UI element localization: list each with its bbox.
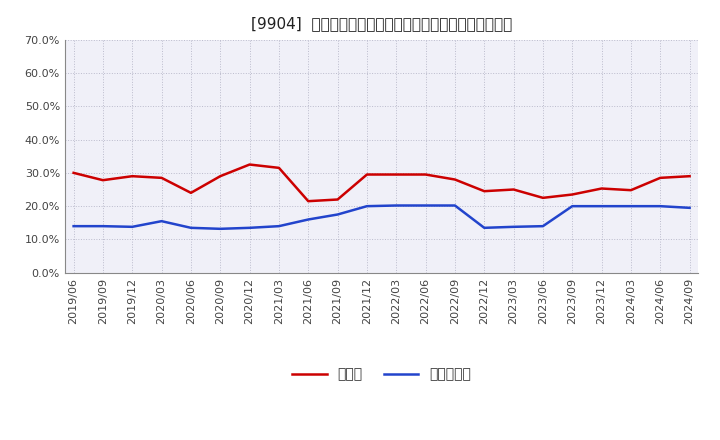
有利子負債 (274, 224, 283, 229)
有利子負債 (157, 219, 166, 224)
現預金 (333, 197, 342, 202)
現預金 (626, 187, 635, 193)
現預金 (274, 165, 283, 170)
有利子負債 (99, 224, 107, 229)
有利子負債 (69, 224, 78, 229)
現預金 (246, 162, 254, 167)
現預金 (685, 173, 694, 179)
現預金 (157, 175, 166, 180)
有利子負債 (626, 204, 635, 209)
現預金 (480, 188, 489, 194)
有利子負債 (568, 204, 577, 209)
有利子負債 (304, 217, 312, 222)
Legend: 現預金, 有利子負債: 現預金, 有利子負債 (287, 362, 477, 387)
現預金 (539, 195, 547, 201)
現預金 (392, 172, 400, 177)
有利子負債 (598, 204, 606, 209)
現預金 (421, 172, 430, 177)
有利子負債 (421, 203, 430, 208)
有利子負債 (480, 225, 489, 231)
有利子負債 (216, 226, 225, 231)
有利子負債 (392, 203, 400, 208)
有利子負債 (333, 212, 342, 217)
現預金 (568, 192, 577, 197)
有利子負債 (451, 203, 459, 208)
有利子負債 (363, 204, 372, 209)
Title: [9904]  現預金、有利子負債の総資産に対する比率の推移: [9904] 現預金、有利子負債の総資産に対する比率の推移 (251, 16, 512, 32)
Line: 現預金: 現預金 (73, 165, 690, 201)
現預金 (304, 198, 312, 204)
現預金 (186, 190, 195, 195)
現預金 (99, 178, 107, 183)
現預金 (363, 172, 372, 177)
有利子負債 (509, 224, 518, 230)
有利子負債 (246, 225, 254, 231)
有利子負債 (539, 224, 547, 229)
有利子負債 (656, 204, 665, 209)
現預金 (216, 173, 225, 179)
現預金 (656, 175, 665, 180)
Line: 有利子負債: 有利子負債 (73, 205, 690, 229)
有利子負債 (186, 225, 195, 231)
現預金 (451, 177, 459, 182)
現預金 (69, 170, 78, 176)
有利子負債 (685, 205, 694, 210)
現預金 (128, 173, 137, 179)
有利子負債 (128, 224, 137, 230)
現預金 (509, 187, 518, 192)
現預金 (598, 186, 606, 191)
